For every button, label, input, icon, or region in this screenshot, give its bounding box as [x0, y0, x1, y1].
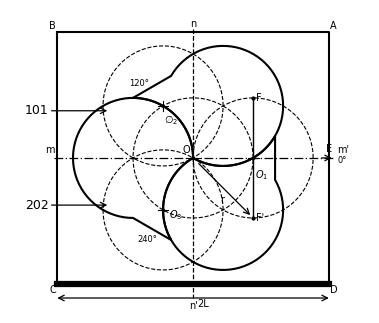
Text: m': m': [337, 145, 349, 155]
Text: 101: 101: [25, 104, 49, 117]
Text: F: F: [256, 93, 262, 103]
Text: n': n': [189, 301, 197, 311]
Text: n: n: [190, 19, 196, 29]
Text: 240°: 240°: [138, 235, 157, 244]
Text: D: D: [330, 285, 338, 295]
Text: 120°: 120°: [129, 79, 149, 88]
Text: C: C: [49, 285, 56, 295]
Text: 202: 202: [25, 199, 49, 212]
Text: F': F': [256, 213, 264, 223]
Text: m: m: [45, 145, 55, 155]
Text: $\varnothing_2$: $\varnothing_2$: [164, 113, 179, 127]
Text: 0°: 0°: [337, 156, 347, 165]
Text: A: A: [330, 21, 337, 31]
Text: E: E: [326, 144, 332, 154]
Text: B: B: [49, 21, 56, 31]
Text: O: O: [183, 145, 190, 155]
Text: $O_3$: $O_3$: [169, 208, 182, 222]
Text: 2L: 2L: [197, 299, 209, 309]
Text: r: r: [220, 195, 224, 205]
Text: $O_1$: $O_1$: [255, 168, 268, 182]
